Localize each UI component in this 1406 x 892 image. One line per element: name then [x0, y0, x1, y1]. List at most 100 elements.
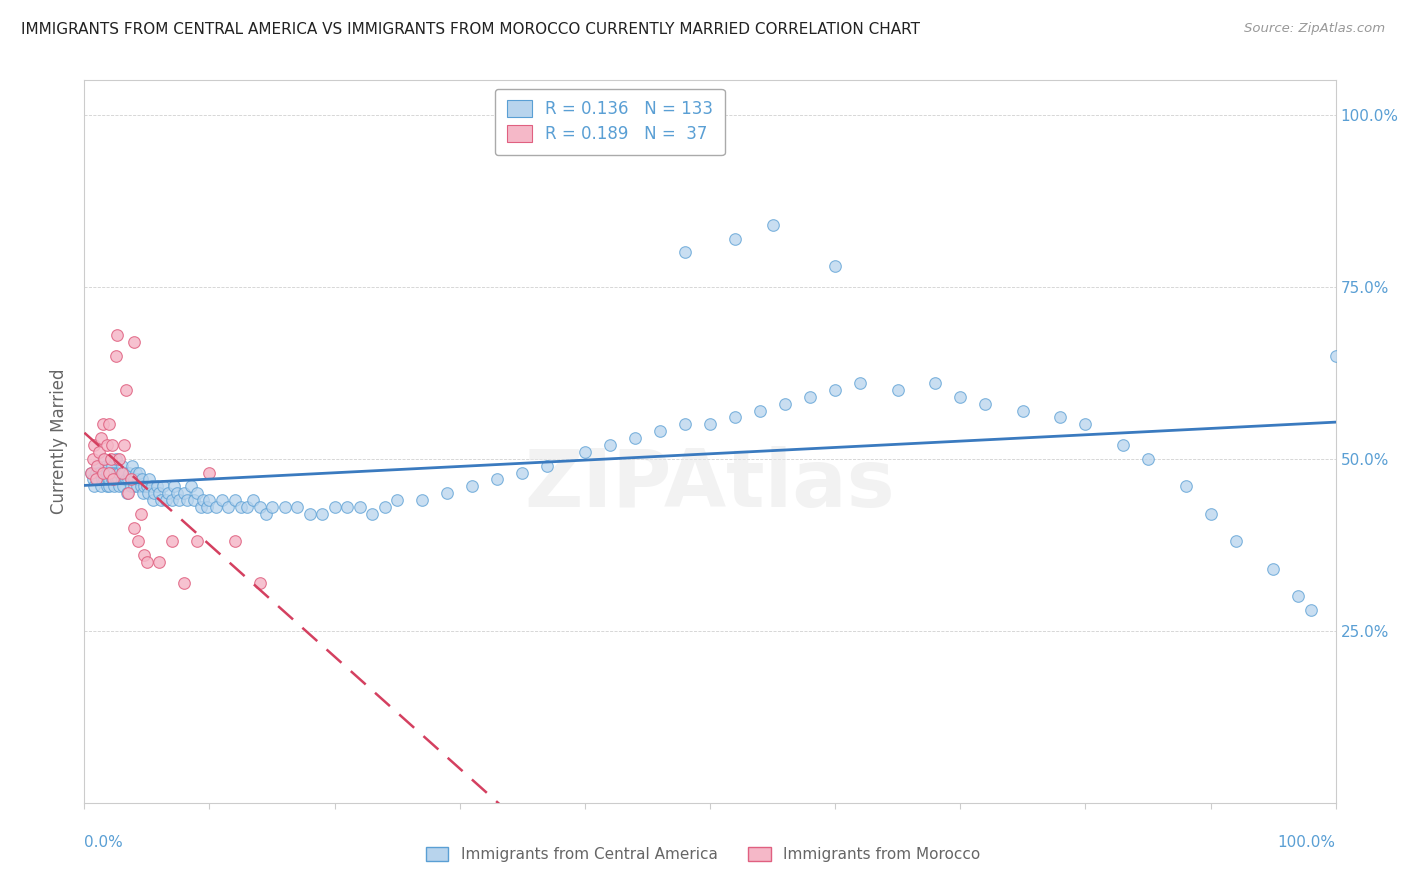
Point — [1174, 479, 1197, 493]
Point — [673, 245, 696, 260]
Point — [94, 458, 117, 473]
Point — [114, 472, 136, 486]
Point — [436, 486, 458, 500]
Point — [385, 493, 409, 508]
Point — [141, 479, 163, 493]
Point — [249, 500, 271, 514]
Point — [762, 218, 785, 232]
Point — [136, 479, 159, 493]
Point — [98, 417, 121, 432]
Point — [129, 479, 152, 493]
Point — [134, 479, 156, 493]
Point — [949, 390, 972, 404]
Point — [96, 466, 118, 480]
Point — [1049, 410, 1071, 425]
Point — [124, 472, 146, 486]
Point — [148, 555, 170, 569]
Point — [574, 445, 596, 459]
Legend: R = 0.136   N = 133, R = 0.189   N =  37: R = 0.136 N = 133, R = 0.189 N = 37 — [495, 88, 724, 155]
Point — [1199, 507, 1222, 521]
Point — [125, 479, 148, 493]
Point — [112, 438, 135, 452]
Point — [124, 466, 146, 480]
Point — [138, 472, 160, 486]
Point — [101, 472, 124, 486]
Point — [84, 466, 107, 480]
Point — [90, 472, 112, 486]
Point — [134, 548, 156, 562]
Point — [98, 458, 121, 473]
Point — [273, 500, 295, 514]
Point — [217, 500, 239, 514]
Point — [91, 451, 114, 466]
Point — [91, 466, 114, 480]
Point — [105, 466, 128, 480]
Point — [361, 507, 384, 521]
Point — [131, 472, 153, 486]
Point — [111, 458, 134, 473]
Point — [127, 534, 149, 549]
Point — [84, 472, 107, 486]
Legend: Immigrants from Central America, Immigrants from Morocco: Immigrants from Central America, Immigra… — [419, 840, 987, 868]
Point — [169, 493, 191, 508]
Point — [101, 458, 124, 473]
Point — [849, 376, 872, 390]
Point — [193, 493, 215, 508]
Point — [86, 458, 108, 473]
Point — [824, 259, 846, 273]
Text: 0.0%: 0.0% — [84, 835, 124, 850]
Point — [461, 479, 484, 493]
Point — [1074, 417, 1097, 432]
Point — [90, 431, 112, 445]
Point — [111, 466, 134, 480]
Point — [1263, 562, 1285, 576]
Y-axis label: Currently Married: Currently Married — [49, 368, 67, 515]
Point — [83, 438, 105, 452]
Point — [96, 438, 118, 452]
Point — [157, 486, 180, 500]
Point — [82, 451, 104, 466]
Point — [512, 466, 534, 480]
Point — [89, 466, 111, 480]
Point — [100, 451, 122, 466]
Point — [118, 466, 141, 480]
Point — [724, 410, 747, 425]
Point — [128, 466, 150, 480]
Point — [1299, 603, 1322, 617]
Point — [129, 507, 152, 521]
Point — [183, 493, 205, 508]
Point — [121, 458, 143, 473]
Point — [124, 479, 146, 493]
Point — [132, 486, 155, 500]
Point — [101, 438, 124, 452]
Point — [249, 575, 271, 590]
Point — [90, 479, 112, 493]
Point — [773, 397, 796, 411]
Point — [98, 472, 121, 486]
Point — [211, 493, 233, 508]
Point — [1112, 438, 1135, 452]
Point — [198, 466, 221, 480]
Point — [173, 486, 195, 500]
Point — [91, 417, 114, 432]
Point — [254, 507, 277, 521]
Point — [83, 479, 105, 493]
Point — [166, 486, 188, 500]
Point — [242, 493, 264, 508]
Point — [103, 479, 125, 493]
Point — [298, 507, 321, 521]
Point — [236, 500, 259, 514]
Point — [124, 334, 146, 349]
Point — [673, 417, 696, 432]
Point — [374, 500, 396, 514]
Point — [117, 486, 139, 500]
Point — [224, 534, 246, 549]
Point — [114, 383, 136, 397]
Point — [724, 231, 747, 245]
Point — [924, 376, 946, 390]
Point — [799, 390, 821, 404]
Point — [120, 472, 142, 486]
Point — [112, 466, 135, 480]
Point — [648, 424, 671, 438]
Point — [142, 493, 165, 508]
